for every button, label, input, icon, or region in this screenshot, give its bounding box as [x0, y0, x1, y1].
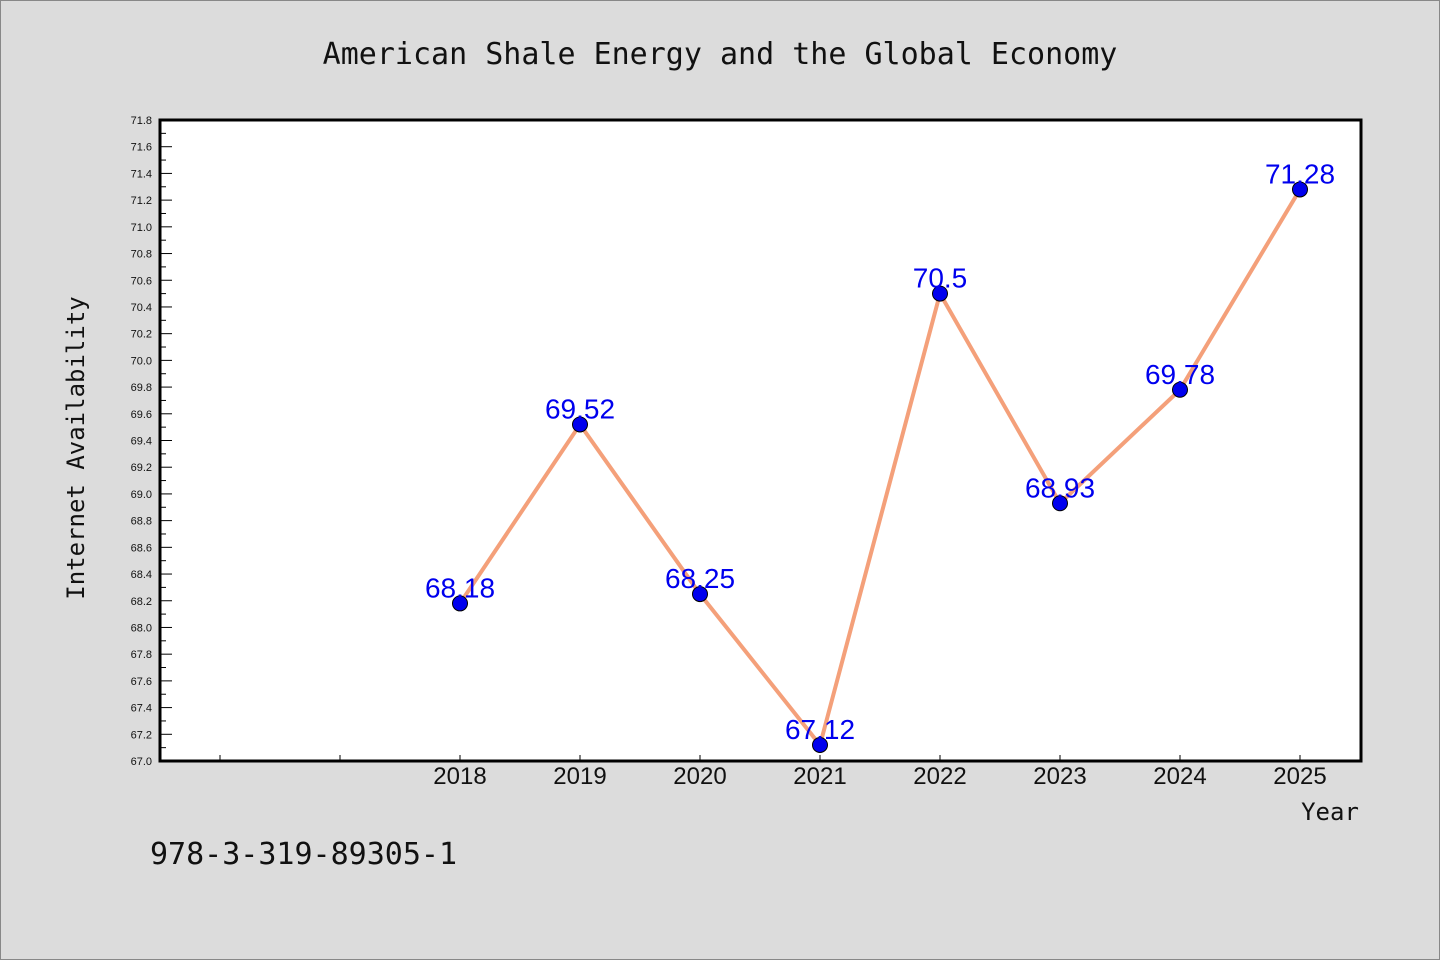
y-tick-label: 71.6: [131, 142, 152, 154]
data-label: 71.28: [1265, 158, 1335, 189]
y-tick-label: 70.4: [131, 302, 152, 314]
y-tick-label: 67.8: [131, 649, 152, 661]
x-tick-label: 2020: [673, 763, 726, 790]
x-tick-label: 2021: [793, 763, 846, 790]
y-axis: 67.0 67.2 67.4 67.6 67.8 68.0 68.2 68.4 68.6 68.8…: [131, 115, 172, 768]
series-markers: [452, 181, 1308, 753]
x-tick-label: 2022: [913, 763, 966, 790]
plot-area: [158, 118, 1363, 763]
data-label: 70.5: [913, 263, 968, 294]
data-point: [1172, 381, 1188, 398]
x-tick-label: 2024: [1153, 763, 1206, 790]
data-label: 67.12: [785, 714, 855, 745]
y-tick-label: 71.4: [131, 168, 152, 180]
y-tick-label: 70.8: [131, 249, 152, 261]
y-tick-label: 70.6: [131, 275, 152, 287]
data-labels: 68.18 69.52 68.25 67.12 70.5 68.93 69.78 71.28: [425, 158, 1335, 745]
data-point: [1052, 495, 1068, 512]
y-tick-label: 71.2: [131, 195, 152, 207]
data-label: 68.93: [1025, 472, 1095, 503]
y-tick-label: 69.2: [131, 462, 152, 474]
y-tick-label: 68.2: [131, 596, 152, 608]
y-axis-label: Internet Availability: [62, 296, 90, 599]
y-tick-label: 70.2: [131, 329, 152, 341]
data-point: [812, 736, 828, 753]
series-polyline: [458, 188, 1302, 747]
data-label: 69.78: [1145, 359, 1215, 390]
data-point: [452, 595, 468, 612]
y-tick-label: 67.6: [131, 676, 152, 688]
y-tick-label: 67.4: [131, 703, 152, 715]
isbn-text: 978-3-319-89305-1: [150, 837, 457, 872]
y-tick-label: 69.0: [131, 489, 152, 501]
x-axis: 2018 2019 2020 2021 2022 2023 2024 2025: [219, 755, 1327, 790]
y-tick-label: 69.8: [131, 382, 152, 394]
y-tick-label: 69.4: [131, 436, 152, 448]
chart-title: American Shale Energy and the Global Eco…: [323, 37, 1118, 72]
x-axis-label: Year: [1301, 798, 1359, 826]
data-point: [692, 586, 708, 603]
data-point: [572, 416, 588, 433]
data-label: 69.52: [545, 393, 615, 424]
data-point: [932, 285, 948, 302]
y-tick-label: 71.0: [131, 222, 152, 234]
y-tick-label: 67.0: [131, 756, 152, 768]
y-tick-label: 71.8: [131, 115, 152, 127]
x-tick-label: 2019: [553, 763, 606, 790]
data-point: [1292, 181, 1308, 198]
y-tick-label: 67.2: [131, 729, 152, 741]
x-tick-label: 2023: [1033, 763, 1086, 790]
data-label: 68.25: [665, 563, 735, 594]
y-tick-label: 68.6: [131, 542, 152, 554]
y-tick-label: 68.0: [131, 622, 152, 634]
data-label: 68.18: [425, 572, 495, 603]
y-tick-label: 69.6: [131, 409, 152, 421]
x-tick-label: 2025: [1273, 763, 1326, 790]
y-tick-label: 68.4: [131, 569, 152, 581]
x-tick-label: 2018: [433, 763, 486, 790]
y-tick-label: 70.0: [131, 355, 152, 367]
y-tick-label: 68.8: [131, 516, 152, 528]
series-line: [458, 188, 1302, 747]
